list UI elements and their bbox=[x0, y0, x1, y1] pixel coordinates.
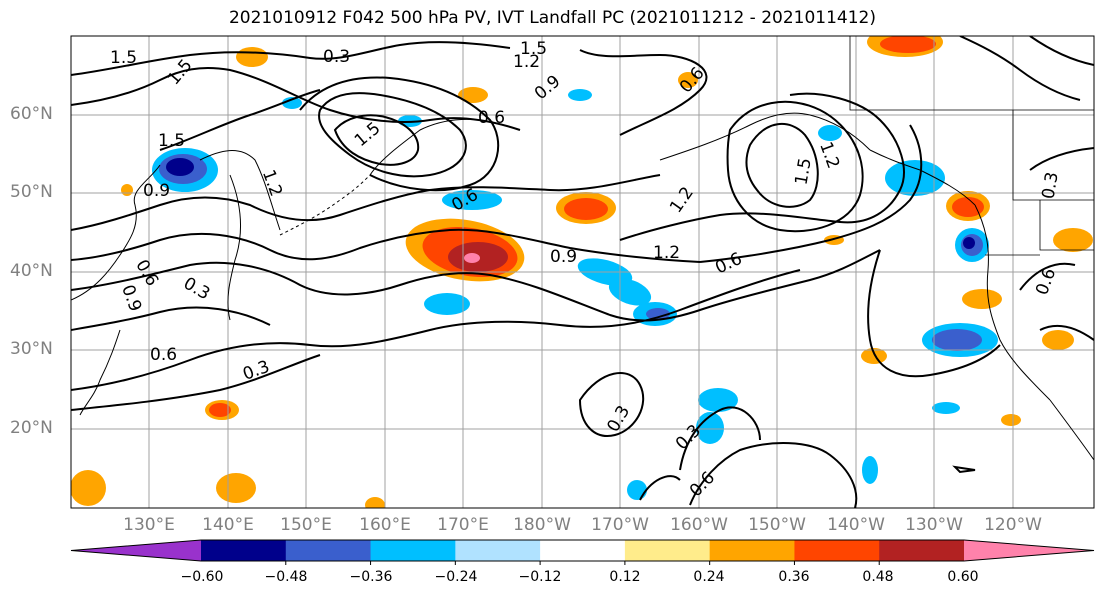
lat-label: 40°N bbox=[10, 261, 53, 281]
anomaly-patch bbox=[1053, 228, 1093, 252]
contour-label: 1.2 bbox=[513, 52, 540, 72]
anomaly-patch bbox=[424, 293, 470, 315]
lat-label: 60°N bbox=[10, 104, 53, 124]
coastlines bbox=[71, 36, 1094, 461]
anomaly-patch bbox=[564, 198, 608, 220]
colorbar-tick-label: −0.48 bbox=[264, 569, 308, 585]
colorbar-segment bbox=[624, 540, 711, 561]
colorbar-tick-label: −0.12 bbox=[518, 569, 562, 585]
colorbar-extend-low bbox=[71, 540, 201, 561]
anomaly-patch bbox=[166, 158, 194, 176]
anomaly-patch bbox=[282, 97, 302, 109]
contour-label: 0.6 bbox=[150, 345, 177, 365]
contour-label: 0.6 bbox=[478, 108, 505, 128]
lon-label: 130°W bbox=[905, 515, 963, 535]
colorbar-tick-label: −0.24 bbox=[434, 569, 478, 585]
anomaly-patch bbox=[442, 190, 502, 210]
anomaly-patch bbox=[678, 72, 698, 88]
anomaly-patch bbox=[627, 480, 647, 500]
anomaly-patch bbox=[568, 89, 592, 101]
anomaly-patch bbox=[1042, 330, 1074, 350]
anomaly-patch bbox=[646, 308, 670, 320]
lon-label: 180°W bbox=[513, 515, 571, 535]
colorbar-segment bbox=[285, 540, 372, 561]
lon-label: 150°E bbox=[280, 515, 332, 535]
colorbar-segment bbox=[709, 540, 795, 561]
anomaly-patch bbox=[121, 184, 133, 196]
shaded-anomalies bbox=[71, 36, 1093, 508]
contour-label: 0.9 bbox=[143, 181, 170, 201]
graticule bbox=[71, 36, 1094, 508]
anomaly-patch bbox=[458, 87, 488, 103]
colorbar-tick-label: −0.36 bbox=[349, 569, 393, 585]
lon-label: 160°W bbox=[670, 515, 728, 535]
anomaly-patch bbox=[880, 36, 936, 53]
colorbar-segment bbox=[794, 540, 880, 561]
contour-label: 1.5 bbox=[158, 131, 185, 151]
contour-label: 1.5 bbox=[520, 39, 547, 59]
anomaly-patch bbox=[952, 197, 984, 217]
lat-label: 30°N bbox=[10, 339, 53, 359]
lon-label: 160°E bbox=[359, 515, 411, 535]
colorbar-tick-label: 0.60 bbox=[947, 569, 979, 585]
colorbar-outline bbox=[70, 539, 1095, 562]
contour-label: 1.5 bbox=[110, 48, 137, 68]
anomaly-patch bbox=[818, 125, 842, 141]
contour-label: 0.9 bbox=[550, 247, 577, 267]
anomaly-patch bbox=[862, 456, 878, 484]
contour-label: 0.3 bbox=[323, 47, 350, 67]
anomaly-patch bbox=[71, 470, 106, 506]
colorbar-tick-label: 0.36 bbox=[778, 569, 810, 585]
anomaly-patch bbox=[209, 403, 231, 417]
lon-label: 120°W bbox=[984, 515, 1042, 535]
anomaly-patch bbox=[962, 289, 1002, 309]
colorbar-tick-label: 0.12 bbox=[609, 569, 641, 585]
anomaly-patch bbox=[932, 329, 982, 351]
lon-label: 130°E bbox=[123, 515, 175, 535]
colorbar-tick-label: −0.60 bbox=[180, 569, 224, 585]
colorbar-tick-label: 0.48 bbox=[862, 569, 894, 585]
anomaly-patch bbox=[932, 402, 960, 414]
colorbar-tick-label: 0.24 bbox=[693, 569, 725, 585]
colorbar bbox=[70, 539, 1095, 565]
pv-contours bbox=[71, 36, 1094, 508]
lat-label: 20°N bbox=[10, 418, 53, 438]
anomaly-patch bbox=[464, 253, 480, 263]
lon-label: 170°W bbox=[591, 515, 649, 535]
map-title: 2021010912 F042 500 hPa PV, IVT Landfall… bbox=[228, 8, 876, 28]
anomaly-patch bbox=[885, 160, 945, 196]
lon-label: 150°W bbox=[748, 515, 806, 535]
anomaly-patch bbox=[236, 47, 268, 67]
anomaly-patch bbox=[608, 278, 652, 306]
lat-label: 50°N bbox=[10, 182, 53, 202]
lon-label: 140°E bbox=[202, 515, 254, 535]
anomaly-patch bbox=[1001, 414, 1021, 426]
lon-label: 140°W bbox=[827, 515, 885, 535]
contour-label: 0.3 bbox=[1038, 170, 1062, 200]
colorbar-segment bbox=[540, 540, 626, 561]
anomaly-patch bbox=[216, 473, 256, 503]
colorbar-segment bbox=[370, 540, 456, 561]
anomaly-patch bbox=[963, 237, 975, 249]
anomaly-patch bbox=[365, 497, 385, 508]
contour-label: 1.5 bbox=[791, 156, 815, 186]
colorbar-segment bbox=[455, 540, 541, 561]
anomaly-patch bbox=[861, 348, 887, 364]
contour-label: 1.2 bbox=[653, 243, 680, 263]
colorbar-segment bbox=[879, 540, 965, 561]
colorbar-segment bbox=[201, 540, 287, 561]
colorbar-extend-high bbox=[964, 540, 1094, 561]
anomaly-patch bbox=[698, 388, 738, 412]
lon-label: 170°E bbox=[437, 515, 489, 535]
plot-frame bbox=[70, 35, 1095, 509]
anomaly-patch bbox=[696, 412, 724, 444]
